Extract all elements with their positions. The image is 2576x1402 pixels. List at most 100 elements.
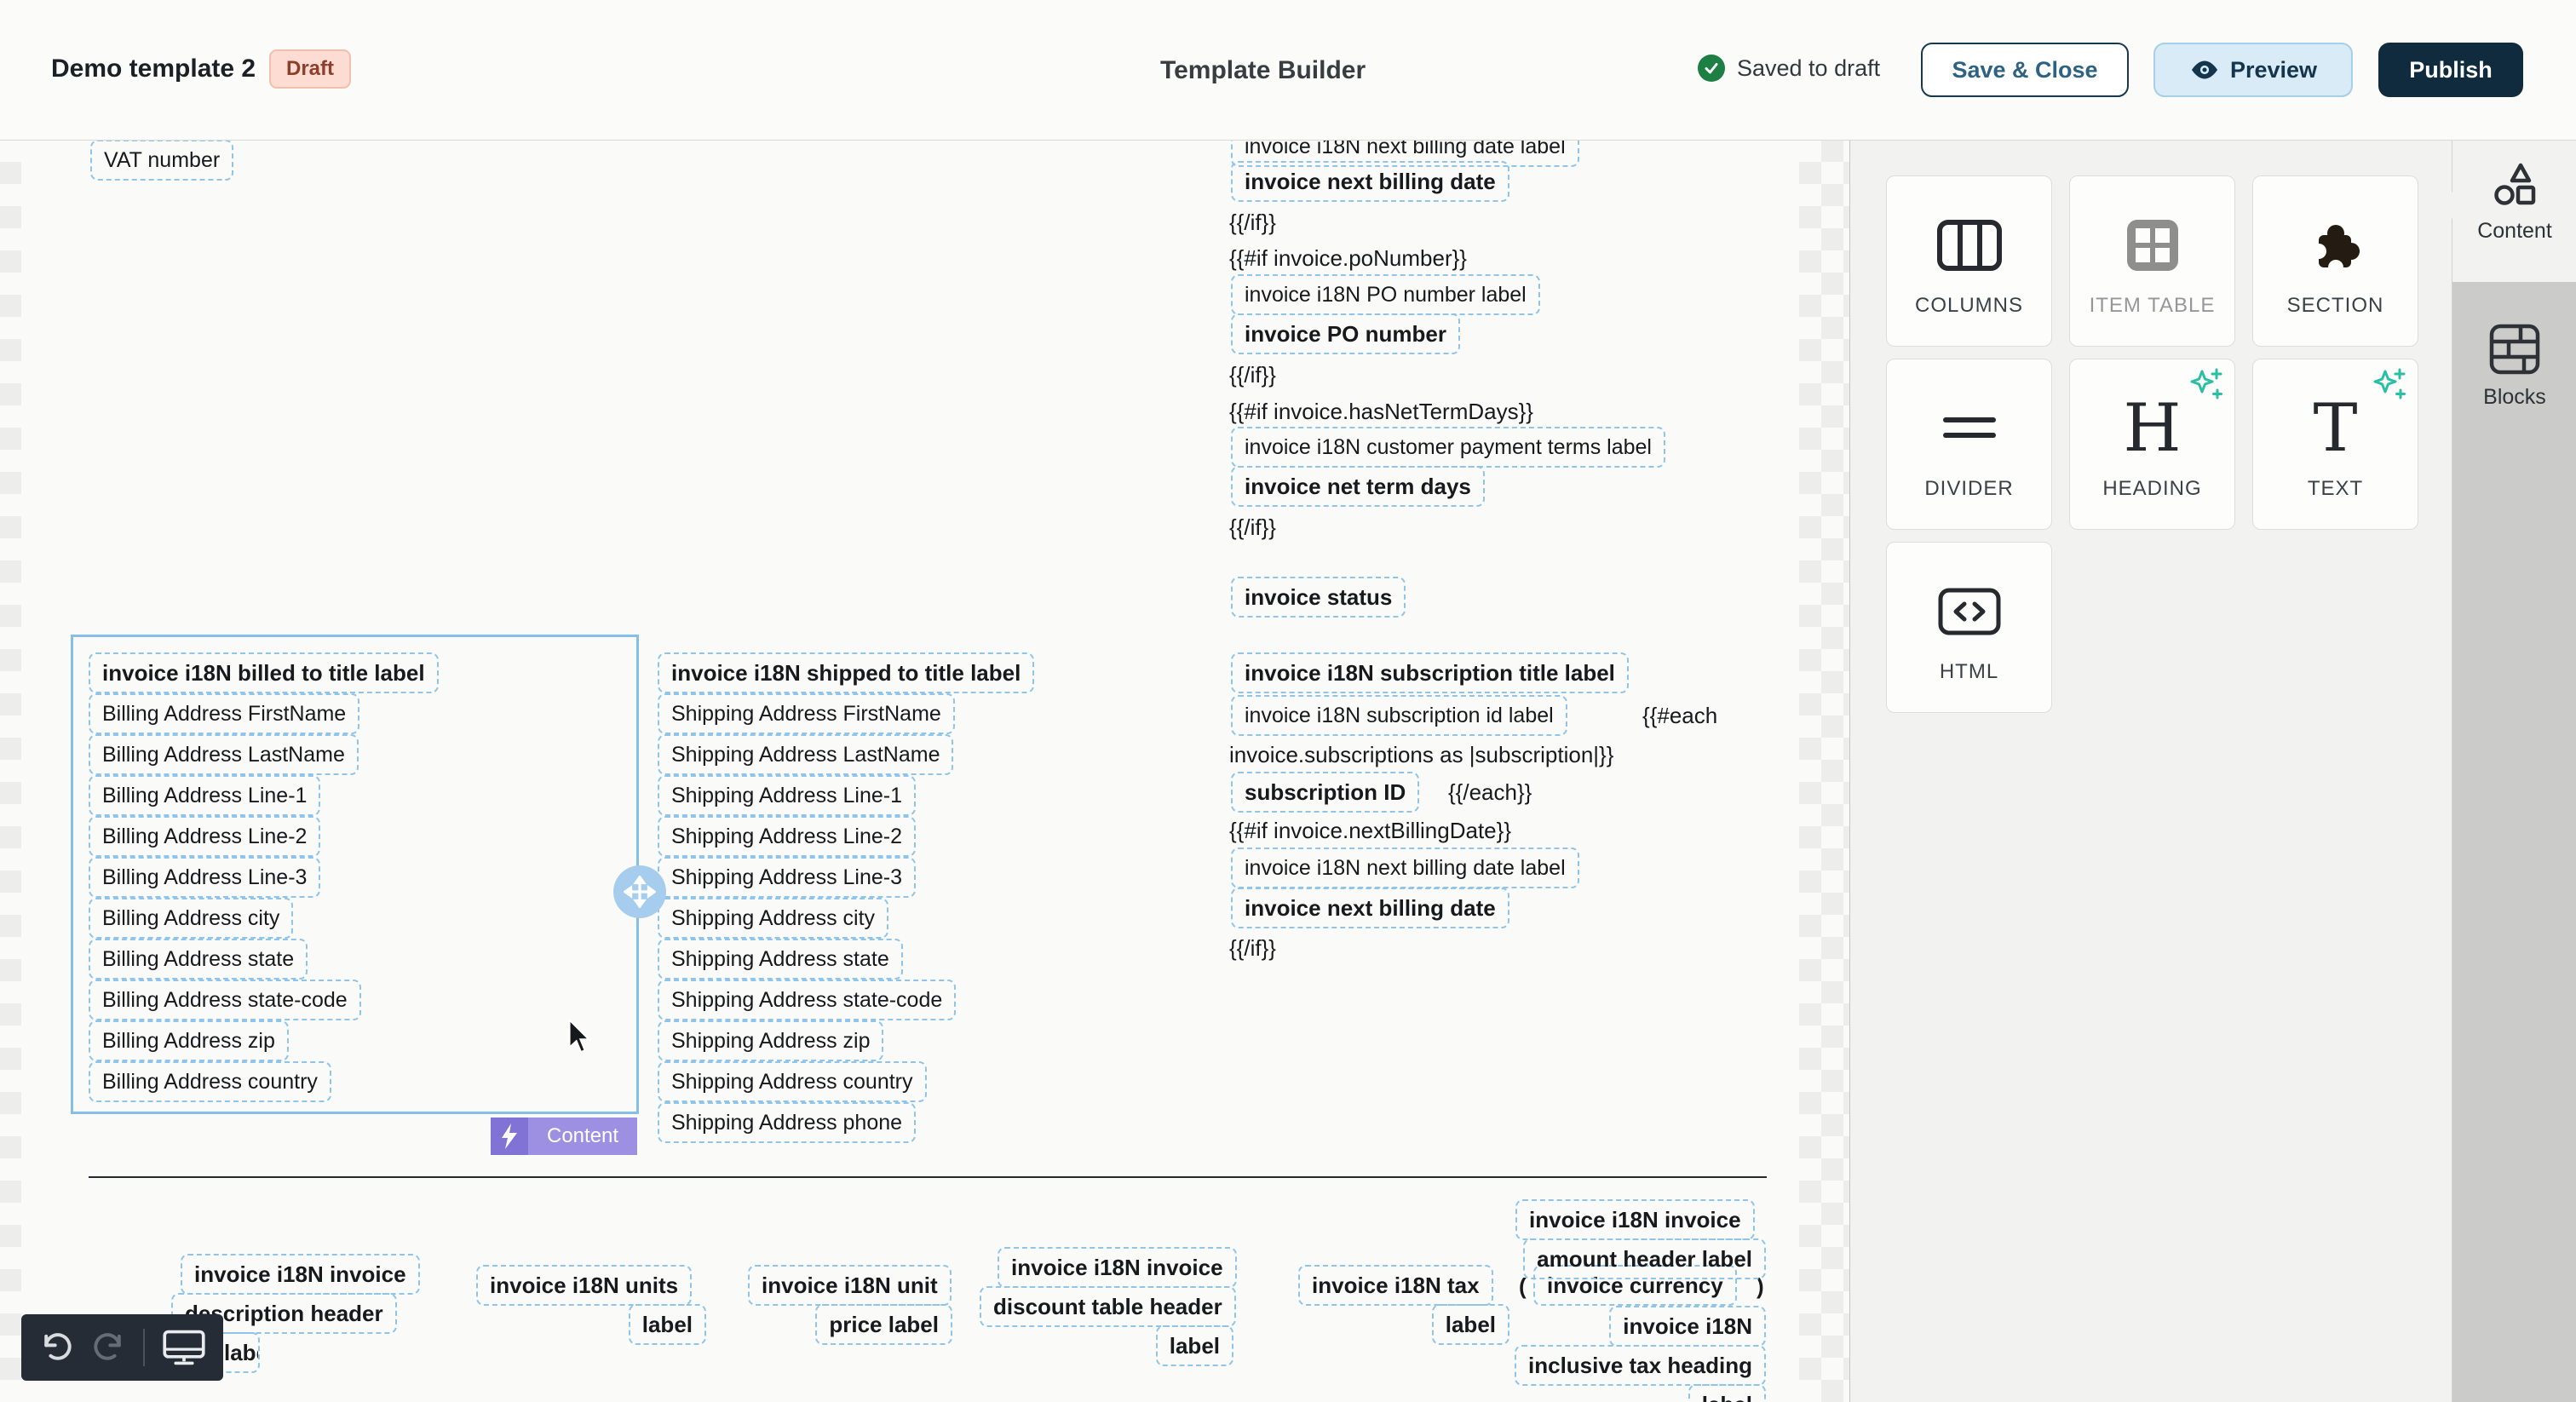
token-shipping-city[interactable]: Shipping Address city — [658, 898, 889, 939]
template-each-close[interactable]: {{/each}} — [1448, 779, 1532, 805]
token-inclusive-tax-l1[interactable]: invoice i18N — [1609, 1306, 1766, 1347]
saved-check-icon — [1698, 55, 1725, 82]
template-endif-3[interactable]: {{/if}} — [1229, 514, 1276, 540]
block-card-label: SECTION — [2286, 294, 2384, 317]
token-next-billing-date[interactable]: invoice next billing date — [1231, 161, 1509, 202]
canvas-left-transparency — [0, 140, 21, 1402]
publish-label: Publish — [2409, 56, 2493, 83]
canvas-right-transparency — [1799, 140, 1849, 1402]
token-shipping-line2[interactable]: Shipping Address Line-2 — [658, 816, 917, 857]
ai-sparkle-icon — [2187, 366, 2226, 410]
template-each-args[interactable]: invoice.subscriptions as |subscription|}… — [1229, 742, 1614, 767]
token-shipping-phone[interactable]: Shipping Address phone — [658, 1102, 917, 1143]
undo-button[interactable] — [38, 1331, 74, 1364]
token-vat-number[interactable]: VAT number — [90, 140, 234, 181]
token-billing-country[interactable]: Billing Address country — [89, 1061, 331, 1102]
text-paren-open[interactable]: ( — [1519, 1273, 1527, 1299]
tab-blocks[interactable]: Blocks — [2452, 302, 2576, 410]
template-divider-line[interactable] — [89, 1176, 1767, 1178]
token-po-number[interactable]: invoice PO number — [1231, 313, 1460, 354]
token-inclusive-tax-l3[interactable]: label — [1688, 1384, 1766, 1402]
text-icon: T — [2313, 390, 2358, 467]
template-each-open[interactable]: {{#each — [1642, 703, 1718, 728]
token-units-label-l2[interactable]: label — [628, 1304, 706, 1345]
content-block-badge[interactable]: Content — [491, 1118, 638, 1155]
token-billing-firstname[interactable]: Billing Address FirstName — [89, 693, 360, 734]
token-unit-price-l1[interactable]: invoice i18N unit — [748, 1265, 952, 1306]
token-units-label-l1[interactable]: invoice i18N units — [476, 1265, 693, 1306]
token-billing-line2[interactable]: Billing Address Line-2 — [89, 816, 321, 857]
token-subscription-title-label[interactable]: invoice i18N subscription title label — [1231, 652, 1629, 693]
token-discount-header-l3[interactable]: label — [1155, 1325, 1233, 1366]
desktop-preview-button[interactable] — [162, 1329, 206, 1366]
token-shipping-country[interactable]: Shipping Address country — [658, 1061, 927, 1102]
block-card-columns[interactable]: COLUMNS — [1886, 175, 2052, 347]
token-subscription-id-label[interactable]: invoice i18N subscription id label — [1231, 695, 1567, 736]
blocks-brick-icon — [2488, 323, 2541, 380]
token-billing-statecode[interactable]: Billing Address state-code — [89, 980, 361, 1020]
template-if-next-billing-date[interactable]: {{#if invoice.nextBillingDate}} — [1229, 818, 1512, 843]
token-shipping-state[interactable]: Shipping Address state — [658, 939, 903, 980]
token-shipping-firstname[interactable]: Shipping Address FirstName — [658, 693, 955, 734]
template-endif-4[interactable]: {{/if}} — [1229, 935, 1276, 961]
panel-tabs-rail: Content Blocks — [2439, 140, 2576, 1402]
preview-label: Preview — [2229, 56, 2318, 83]
publish-button[interactable]: Publish — [2378, 43, 2523, 97]
heading-icon: H — [2123, 390, 2182, 467]
token-shipping-statecode[interactable]: Shipping Address state-code — [658, 980, 957, 1020]
token-amount-header-l1[interactable]: invoice i18N invoice — [1515, 1199, 1755, 1240]
text-paren-close[interactable]: ) — [1757, 1273, 1764, 1299]
token-inclusive-tax-l2[interactable]: inclusive tax heading — [1515, 1345, 1766, 1386]
token-billing-city[interactable]: Billing Address city — [89, 898, 294, 939]
token-subscription-id[interactable]: subscription ID — [1231, 772, 1420, 813]
preview-button[interactable]: Preview — [2153, 43, 2353, 97]
block-move-handle[interactable] — [613, 865, 666, 918]
tab-content[interactable]: Content — [2439, 140, 2576, 282]
token-invoice-status[interactable]: invoice status — [1231, 577, 1406, 618]
lightning-bolt-icon — [491, 1118, 528, 1155]
token-desc-header-l1[interactable]: invoice i18N invoice — [181, 1254, 420, 1295]
token-po-number-label[interactable]: invoice i18N PO number label — [1231, 274, 1540, 315]
save-close-button[interactable]: Save & Close — [1921, 43, 2129, 97]
save-close-label: Save & Close — [1952, 56, 2098, 83]
token-tax-label-l1[interactable]: invoice i18N tax — [1298, 1265, 1493, 1306]
token-next-billing-date-label[interactable]: invoice i18N next billing date label — [1231, 140, 1579, 167]
token-billing-line1[interactable]: Billing Address Line-1 — [89, 775, 321, 816]
template-if-net-term-days[interactable]: {{#if invoice.hasNetTermDays}} — [1229, 399, 1533, 424]
token-invoice-currency[interactable]: invoice currency — [1533, 1265, 1737, 1306]
token-discount-header-l2[interactable]: discount table header — [980, 1286, 1236, 1327]
template-endif-1[interactable]: {{/if}} — [1229, 210, 1276, 235]
token-shipping-line1[interactable]: Shipping Address Line-1 — [658, 775, 917, 816]
token-amount-header-l2[interactable]: amount header label — [1523, 1238, 1766, 1279]
redo-button[interactable] — [91, 1331, 127, 1364]
block-card-label: DIVIDER — [1924, 477, 2014, 500]
template-if-po-number[interactable]: {{#if invoice.poNumber}} — [1229, 245, 1467, 271]
token-billing-lastname[interactable]: Billing Address LastName — [89, 734, 359, 775]
token-shipped-to-title[interactable]: invoice i18N shipped to title label — [658, 652, 1035, 693]
block-card-heading[interactable]: H HEADING — [2069, 359, 2235, 530]
token-payment-terms-label[interactable]: invoice i18N customer payment terms labe… — [1231, 427, 1665, 468]
token-shipping-line3[interactable]: Shipping Address Line-3 — [658, 857, 917, 898]
token-sub-next-billing-date[interactable]: invoice next billing date — [1231, 888, 1509, 928]
block-card-divider[interactable]: DIVIDER — [1886, 359, 2052, 530]
block-card-item-table[interactable]: ITEM TABLE — [2069, 175, 2235, 347]
token-tax-label-l2[interactable]: label — [1431, 1304, 1509, 1345]
page-title: Template Builder — [1160, 56, 1366, 84]
block-card-html[interactable]: HTML — [1886, 542, 2052, 713]
token-net-term-days[interactable]: invoice net term days — [1231, 466, 1485, 507]
template-endif-2[interactable]: {{/if}} — [1229, 362, 1276, 388]
token-billing-line3[interactable]: Billing Address Line-3 — [89, 857, 321, 898]
token-shipping-lastname[interactable]: Shipping Address LastName — [658, 734, 954, 775]
token-billing-zip[interactable]: Billing Address zip — [89, 1020, 289, 1061]
block-card-section[interactable]: SECTION — [2252, 175, 2418, 347]
token-shipping-zip[interactable]: Shipping Address zip — [658, 1020, 884, 1061]
section-puzzle-icon — [2253, 207, 2418, 284]
token-billed-to-title[interactable]: invoice i18N billed to title label — [89, 652, 439, 693]
draft-status-badge: Draft — [269, 49, 352, 89]
token-billing-state[interactable]: Billing Address state — [89, 939, 308, 980]
token-sub-next-billing-date-label[interactable]: invoice i18N next billing date label — [1231, 848, 1579, 888]
template-canvas[interactable]: VAT number invoice i18N next billing dat… — [0, 140, 1850, 1402]
token-discount-header-l1[interactable]: invoice i18N invoice — [998, 1247, 1237, 1288]
block-card-text[interactable]: T TEXT — [2252, 359, 2418, 530]
token-unit-price-l2[interactable]: price label — [815, 1304, 952, 1345]
